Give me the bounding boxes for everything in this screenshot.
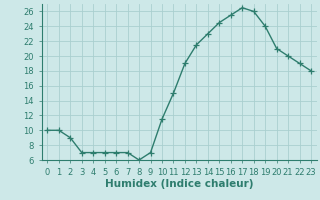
- X-axis label: Humidex (Indice chaleur): Humidex (Indice chaleur): [105, 179, 253, 189]
